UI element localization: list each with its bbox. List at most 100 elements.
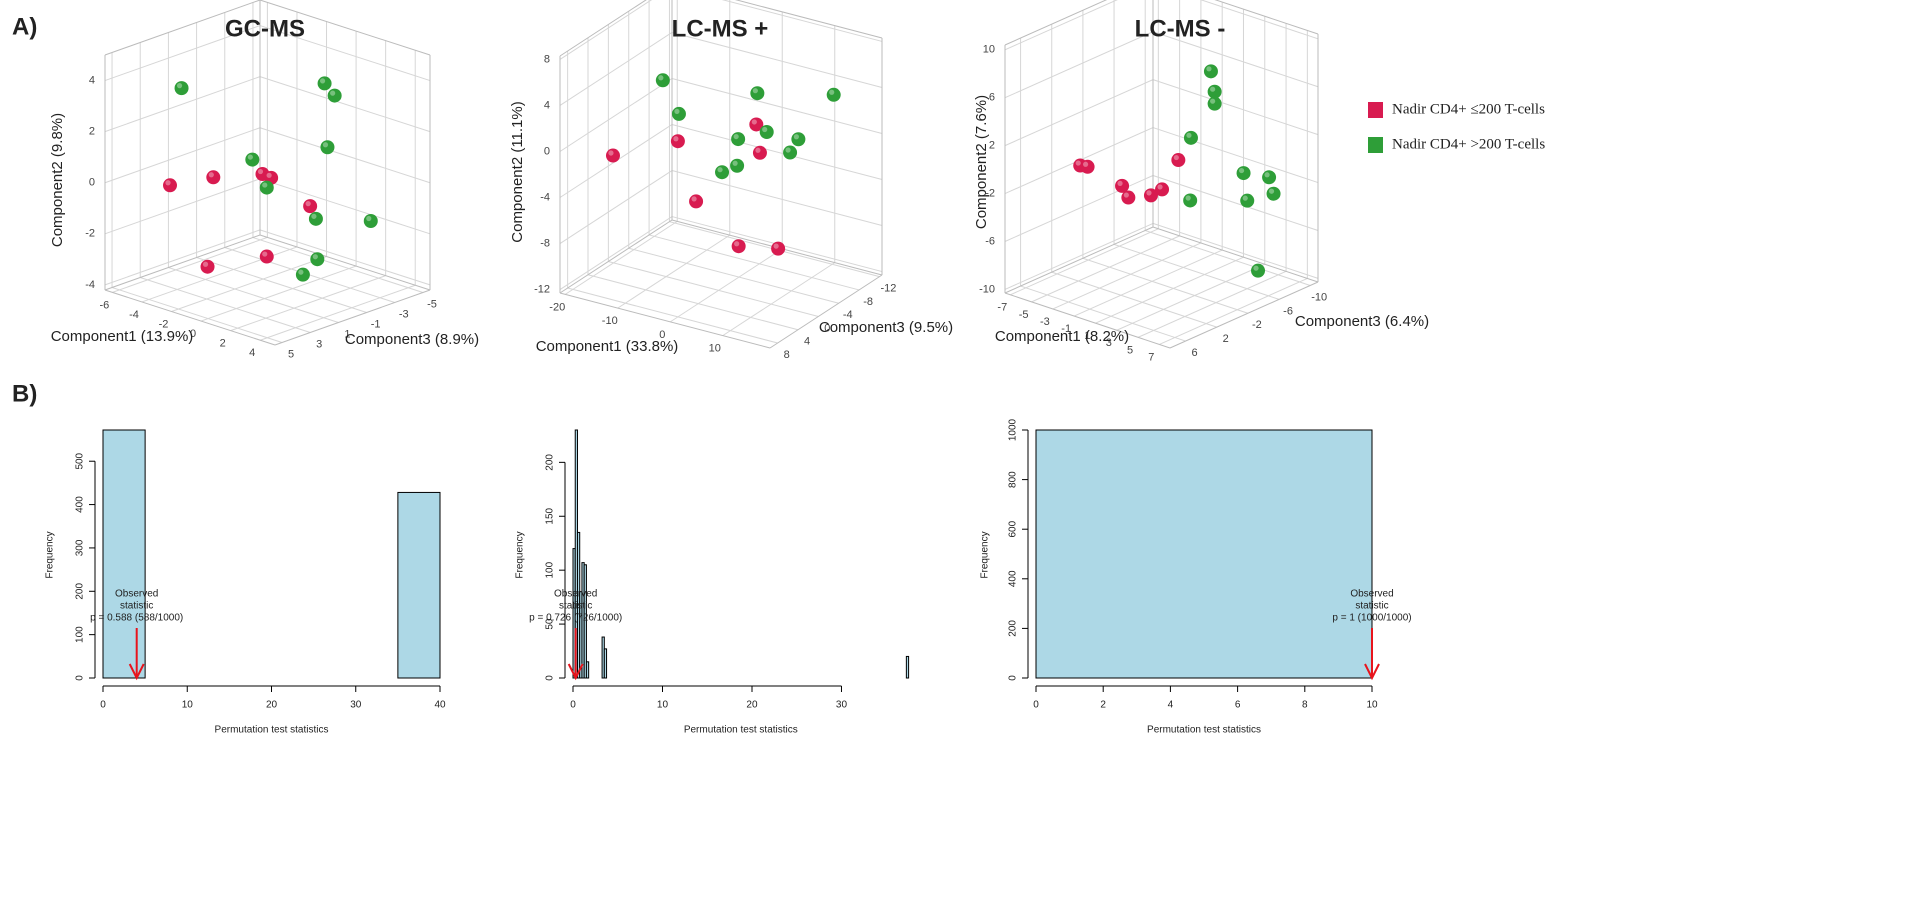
x-tick-label: 0 (1033, 700, 1039, 711)
annotation: Observed (554, 589, 597, 600)
grid-line (1152, 175, 1319, 231)
grid-line (1004, 31, 1154, 99)
point (310, 252, 325, 267)
point-highlight (266, 172, 272, 178)
point-highlight (202, 261, 209, 267)
legend-swatch (1368, 137, 1383, 153)
x-axis-label: Permutation test statistics (215, 725, 329, 736)
y-axis-label: Frequency (45, 531, 56, 578)
x-tick-label: -10 (602, 315, 618, 327)
grid-line (587, 274, 799, 331)
point (670, 134, 685, 149)
point (308, 211, 323, 226)
point-highlight (673, 136, 679, 142)
x-tick-label: 10 (182, 700, 194, 711)
point-highlight (755, 147, 761, 153)
point (295, 267, 310, 282)
x-tick-label: 4 (249, 347, 255, 359)
grid-line (1031, 235, 1180, 303)
grid-line (104, 229, 261, 286)
grid-line (1152, 31, 1319, 88)
z-tick-label: -1 (371, 318, 381, 330)
grid-line (1051, 271, 1217, 328)
point (826, 87, 841, 102)
grid-line (104, 25, 261, 82)
z-tick-label: 4 (804, 336, 810, 348)
point (1183, 193, 1198, 208)
y-tick-label: 0 (544, 145, 550, 157)
grid-line (559, 32, 673, 106)
point-highlight (247, 154, 253, 160)
box-edge (1004, 292, 1171, 349)
y-tick-label: 800 (1008, 471, 1019, 488)
legend-label: Nadir CD4+ ≤200 T-cells (1392, 101, 1545, 117)
point (1251, 263, 1266, 278)
chart-title: LC-MS - (1135, 15, 1226, 42)
z-tick-label: -10 (1311, 291, 1327, 303)
grid-line (617, 234, 731, 309)
point-highlight (1123, 192, 1129, 198)
y-tick-label: 100 (545, 561, 556, 578)
x-tick-label: 8 (1302, 700, 1308, 711)
grid-line (1200, 0, 1319, 40)
point (1266, 186, 1281, 201)
grid-line (1152, 79, 1319, 136)
chart-title: LC-MS + (672, 15, 769, 42)
x-tick-label: 6 (1235, 700, 1241, 711)
point-highlight (319, 78, 326, 84)
z-axis-label: Component3 (6.4%) (1295, 313, 1429, 330)
y-tick-label: -12 (534, 283, 550, 295)
bar (585, 661, 590, 679)
y-tick-label: 10 (983, 44, 995, 56)
y-axis-label: Component2 (11.1%) (509, 101, 526, 242)
y-tick-label: -8 (540, 237, 550, 249)
z-tick-label: -6 (1283, 305, 1293, 317)
x-axis-label: Permutation test statistics (684, 725, 798, 736)
z-tick-label: -5 (427, 298, 437, 310)
point (731, 132, 746, 147)
y-axis-label: Frequency (515, 531, 526, 578)
point-highlight (1185, 195, 1191, 201)
point-highlight (311, 213, 317, 219)
grid-line (1159, 277, 1308, 345)
annotation: Observed (115, 589, 158, 600)
box-edge (1214, 0, 1319, 35)
box-edge (274, 289, 431, 346)
point (174, 81, 189, 96)
grid-line (1052, 242, 1202, 310)
grid-line (722, 262, 836, 337)
y-tick-label: 6 (989, 92, 995, 104)
annotation: p = 0.588 (588/1000) (90, 613, 183, 624)
grid-line (111, 287, 283, 343)
point-highlight (762, 126, 768, 133)
box-edge (1004, 226, 1154, 294)
point (1262, 170, 1277, 185)
y-tick-label: 300 (75, 539, 86, 556)
point-highlight (257, 168, 264, 175)
point (1143, 188, 1158, 203)
grid-line (260, 284, 416, 341)
x-tick-label: 5 (1127, 344, 1133, 356)
x-axis-label: Component1 (33.8%) (536, 338, 679, 355)
x-tick-label: 30 (350, 700, 362, 711)
x-tick-label: 0 (190, 328, 196, 340)
point (752, 145, 767, 160)
box-edge (259, 234, 431, 291)
point-highlight (785, 147, 791, 153)
panel-label: A) (12, 13, 37, 40)
grid-line (1004, 175, 1154, 242)
point-highlight (1075, 160, 1081, 166)
grid-line (721, 0, 883, 42)
grid-line (608, 260, 819, 317)
grid-line (259, 127, 431, 184)
x-tick-label: 10 (1366, 700, 1378, 711)
box-edge (769, 274, 883, 349)
x-tick-label: -5 (1019, 309, 1029, 321)
y-tick-label: 0 (89, 177, 95, 189)
annotation: Observed (1350, 589, 1393, 600)
y-tick-label: -4 (540, 191, 550, 203)
grid-line (1152, 222, 1319, 279)
point-highlight (165, 180, 171, 186)
x-tick-label: -4 (129, 309, 139, 321)
grid-line (1116, 263, 1265, 331)
